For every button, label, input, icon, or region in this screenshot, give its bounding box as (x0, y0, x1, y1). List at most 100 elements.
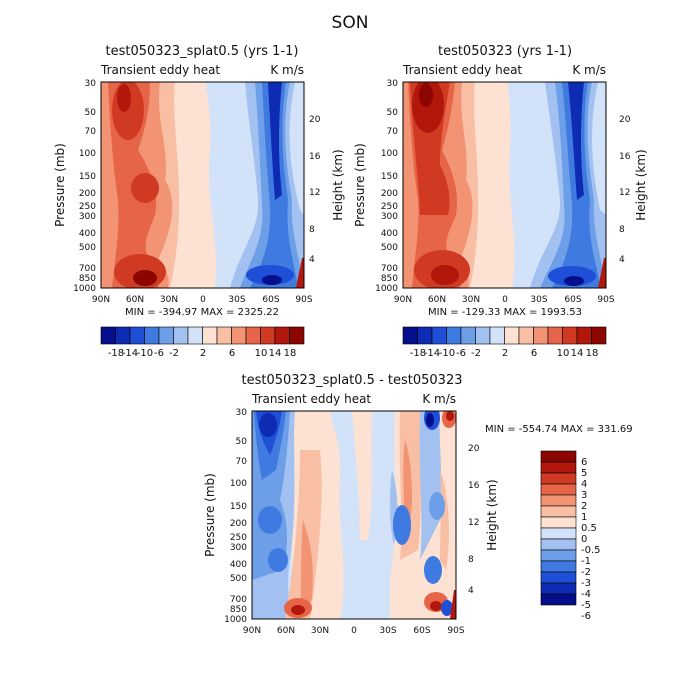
colorbar-swatch (533, 326, 549, 345)
colorbar-label: -6 (456, 348, 466, 359)
colorbar-swatch (402, 326, 418, 345)
panel-left-x-tick: 30S (228, 295, 245, 305)
panel-right-y-tick-right: 20 (619, 115, 631, 125)
panel-right-y-tick: 500 (381, 243, 398, 253)
colorbar-swatch (518, 326, 534, 345)
colorbar-swatch (540, 560, 577, 573)
panel-diff-y-tick: 1000 (224, 615, 247, 625)
colorbar-label: 0 (581, 534, 587, 545)
colorbar-swatch (129, 326, 145, 345)
panel-left-x-axis: 90N 60N 30N 0 30S 60S 90S (92, 295, 313, 305)
panel-right-y-tick: 1000 (375, 284, 398, 294)
panel-right-y-tick: 150 (381, 172, 398, 182)
panel-diff-y-tick: 50 (236, 437, 248, 447)
panel-left-right-label: K m/s (270, 63, 304, 77)
colorbar-swatch (231, 326, 247, 345)
panel-right-y-tick: 30 (387, 79, 399, 89)
panel-left-y-axis-right: 20 16 12 8 4 (309, 115, 321, 265)
panel-right-y-tick: 850 (381, 274, 398, 284)
panel-left-plot (101, 82, 304, 288)
panel-left-y-tick: 500 (79, 243, 96, 253)
colorbar-swatch (540, 527, 577, 540)
colorbar-swatch (540, 516, 577, 529)
panel-left-x-tick: 60N (126, 295, 144, 305)
colorbar-label: -1 (581, 556, 591, 567)
panel-right-x-tick: 60N (428, 295, 446, 305)
panel-left-colorbar (100, 326, 305, 345)
panel-diff-y-tick: 100 (230, 479, 247, 489)
panel-diff-x-tick: 60S (413, 626, 430, 636)
panel-diff-y-tick: 70 (236, 457, 248, 467)
colorbar-label: 0.5 (581, 523, 597, 534)
panel-diff-y-tick-right: 4 (468, 586, 474, 596)
panel-diff-title: test050323_splat0.5 - test050323 (241, 373, 462, 388)
page-title: SON (332, 13, 369, 33)
colorbar-label: 4 (581, 479, 587, 490)
colorbar-label: -18 (410, 348, 426, 359)
colorbar-label: -2 (169, 348, 179, 359)
colorbar-label: 18 (586, 348, 599, 359)
panel-left-y-tick: 100 (79, 149, 96, 159)
colorbar-swatch (489, 326, 505, 345)
colorbar-label: -4 (581, 589, 591, 600)
panel-diff-x-tick: 30N (311, 626, 329, 636)
colorbar-swatch (576, 326, 592, 345)
panel-diff-y-tick: 30 (236, 408, 248, 418)
colorbar-label: 14 (571, 348, 584, 359)
colorbar-swatch (540, 593, 577, 606)
panel-right-ylabel-right: Height (km) (634, 149, 648, 220)
panel-left-y-tick: 250 (79, 202, 96, 212)
panel-left-x-tick: 90N (92, 295, 110, 305)
panel-left-y-tick: 70 (85, 127, 97, 137)
panel-left-left-label: Transient eddy heat (100, 63, 220, 77)
panel-diff-x-axis: 90N 60N 30N 0 30S 60S 90S (243, 626, 465, 636)
colorbar-swatch (260, 326, 276, 345)
panel-diff-x-tick: 90S (447, 626, 464, 636)
colorbar-label: 2 (502, 348, 508, 359)
colorbar-label: 1 (581, 512, 587, 523)
panel-left-y-tick-right: 4 (309, 255, 315, 265)
panel-right-x-tick: 30S (530, 295, 547, 305)
panel-right-colorbar-labels: -18 -14 -10 -6 -2 2 6 10 14 18 (410, 348, 599, 359)
colorbar-label: 14 (269, 348, 282, 359)
colorbar-label: -5 (581, 600, 591, 611)
colorbar-label: 2 (581, 501, 587, 512)
panel-right-y-tick: 50 (387, 108, 399, 118)
colorbar-label: -2 (581, 567, 591, 578)
panel-left-x-tick: 30N (160, 295, 178, 305)
panel-right-y-tick: 200 (381, 189, 398, 199)
colorbar-label: 10 (557, 348, 570, 359)
colorbar-swatch (591, 326, 607, 345)
panel-right-y-tick: 70 (387, 127, 399, 137)
panel-left-y-tick-right: 16 (309, 152, 321, 162)
colorbar-label: -14 (122, 348, 138, 359)
colorbar-label: -10 (137, 348, 153, 359)
panel-left-y-tick: 1000 (73, 284, 96, 294)
colorbar-label: -18 (108, 348, 124, 359)
panel-right-plot (403, 82, 606, 288)
colorbar-swatch (540, 571, 577, 584)
panel-left-y-tick: 150 (79, 172, 96, 182)
panel-left-y-tick: 200 (79, 189, 96, 199)
panel-right-y-tick: 250 (381, 202, 398, 212)
colorbar-label: -3 (581, 578, 591, 589)
panel-right-y-tick: 700 (381, 264, 398, 274)
panel-diff-y-tick-right: 8 (468, 555, 474, 565)
panel-left-x-tick: 0 (200, 295, 206, 305)
panel-diff-y-tick-right: 12 (468, 518, 479, 528)
colorbar-swatch (187, 326, 203, 345)
panel-left-ylabel: Pressure (mb) (53, 143, 67, 227)
panel-diff-y-axis-right: 20 16 12 8 4 (468, 444, 480, 596)
colorbar-swatch (431, 326, 447, 345)
panel-diff-y-tick: 850 (230, 605, 247, 615)
panel-right-x-tick: 30N (462, 295, 480, 305)
colorbar-label: 5 (581, 468, 587, 479)
panel-diff-ylabel-right: Height (km) (485, 479, 499, 550)
panel-diff-y-tick-right: 20 (468, 444, 480, 454)
panel-left-y-tick: 50 (85, 108, 97, 118)
colorbar-swatch (562, 326, 578, 345)
panel-right-x-tick: 0 (502, 295, 508, 305)
panel-diff-y-tick: 500 (230, 574, 247, 584)
panel-left-ylabel-right: Height (km) (331, 149, 345, 220)
panel-left-title: test050323_splat0.5 (yrs 1-1) (106, 44, 299, 59)
